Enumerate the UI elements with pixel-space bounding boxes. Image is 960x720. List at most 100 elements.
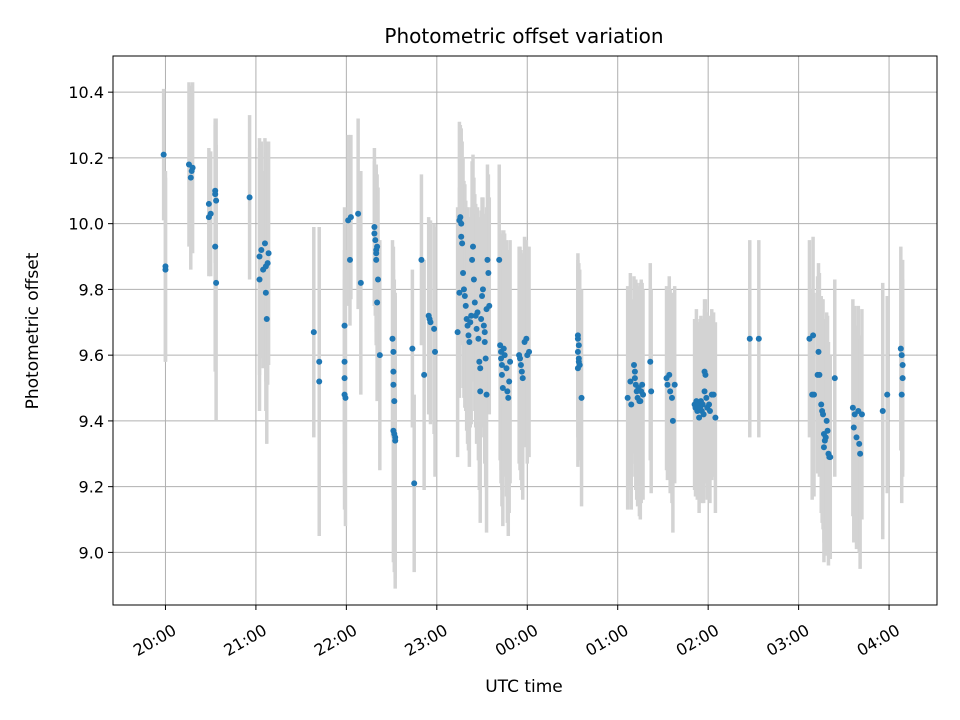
data-point <box>357 279 364 286</box>
data-point <box>850 424 857 431</box>
data-point <box>418 256 425 263</box>
plot-frame <box>112 55 938 606</box>
data-point <box>256 276 263 283</box>
data-point <box>376 352 383 359</box>
data-point <box>856 440 863 447</box>
data-point <box>471 299 478 306</box>
data-point <box>879 408 886 415</box>
data-point <box>699 401 706 408</box>
data-point <box>474 309 481 316</box>
data-point <box>627 378 634 385</box>
data-point <box>475 335 482 342</box>
data-points <box>160 151 906 487</box>
data-point <box>503 365 510 372</box>
data-point <box>371 223 378 230</box>
data-point <box>668 394 675 401</box>
data-point <box>858 411 865 418</box>
data-point <box>341 358 348 365</box>
data-point <box>484 256 491 263</box>
data-point <box>341 322 348 329</box>
data-point <box>501 352 508 359</box>
x-axis-title: UTC time <box>485 677 563 697</box>
data-point <box>496 256 503 263</box>
data-point <box>857 450 864 457</box>
data-point <box>523 335 530 342</box>
data-point <box>476 358 483 365</box>
data-point <box>823 417 830 424</box>
data-point <box>755 335 762 342</box>
data-point <box>258 246 265 253</box>
data-point <box>468 312 475 319</box>
data-point <box>389 335 396 342</box>
data-point <box>212 243 219 250</box>
data-point <box>457 214 464 221</box>
data-point <box>517 355 524 362</box>
data-point <box>473 325 480 332</box>
data-point <box>460 286 467 293</box>
data-point <box>666 371 673 378</box>
data-point <box>899 362 906 369</box>
data-point <box>671 381 678 388</box>
data-point <box>432 348 439 355</box>
data-point <box>628 401 635 408</box>
data-point <box>853 434 860 441</box>
data-point <box>507 358 514 365</box>
data-point <box>461 292 468 299</box>
data-point <box>849 404 856 411</box>
data-point <box>479 286 486 293</box>
chart-title: Photometric offset variation <box>384 24 663 48</box>
data-point <box>815 348 822 355</box>
data-point <box>477 388 484 395</box>
y-tick-label: 9.0 <box>79 543 104 562</box>
data-point <box>712 414 719 421</box>
data-point <box>390 368 397 375</box>
data-point <box>355 210 362 217</box>
data-point <box>669 417 676 424</box>
data-point <box>506 378 513 385</box>
data-point <box>664 381 671 388</box>
data-point <box>481 339 488 346</box>
y-tick-label: 10.2 <box>68 149 104 168</box>
data-point <box>624 394 631 401</box>
data-point <box>212 191 219 198</box>
data-point <box>458 220 465 227</box>
data-point <box>498 371 505 378</box>
y-tick-label: 9.8 <box>79 280 104 299</box>
data-point <box>517 362 524 369</box>
data-point <box>392 437 399 444</box>
data-point <box>898 352 905 359</box>
data-point <box>483 391 490 398</box>
data-point <box>498 362 505 369</box>
data-point <box>499 385 506 392</box>
data-point <box>820 444 827 451</box>
data-point <box>373 256 380 263</box>
y-tick-label: 9.6 <box>79 346 104 365</box>
data-point <box>827 454 834 461</box>
data-point <box>469 243 476 250</box>
data-point <box>504 388 511 395</box>
y-axis-title: Photometric offset <box>23 252 43 409</box>
data-point <box>462 302 469 309</box>
data-point <box>696 414 703 421</box>
data-point <box>310 329 317 336</box>
data-point <box>481 329 488 336</box>
data-point <box>458 233 465 240</box>
data-point <box>637 398 644 405</box>
data-point <box>505 394 512 401</box>
y-tick-label: 9.4 <box>79 412 104 431</box>
data-point <box>265 250 272 257</box>
data-point <box>246 194 253 201</box>
data-point <box>831 375 838 382</box>
data-point <box>372 237 379 244</box>
data-point <box>373 250 380 257</box>
data-point <box>884 391 891 398</box>
data-point <box>824 427 831 434</box>
data-point <box>630 362 637 369</box>
data-point <box>341 375 348 382</box>
data-point <box>631 375 638 382</box>
data-point <box>706 401 713 408</box>
data-point <box>431 325 438 332</box>
data-point <box>188 168 195 175</box>
data-point <box>897 345 904 352</box>
